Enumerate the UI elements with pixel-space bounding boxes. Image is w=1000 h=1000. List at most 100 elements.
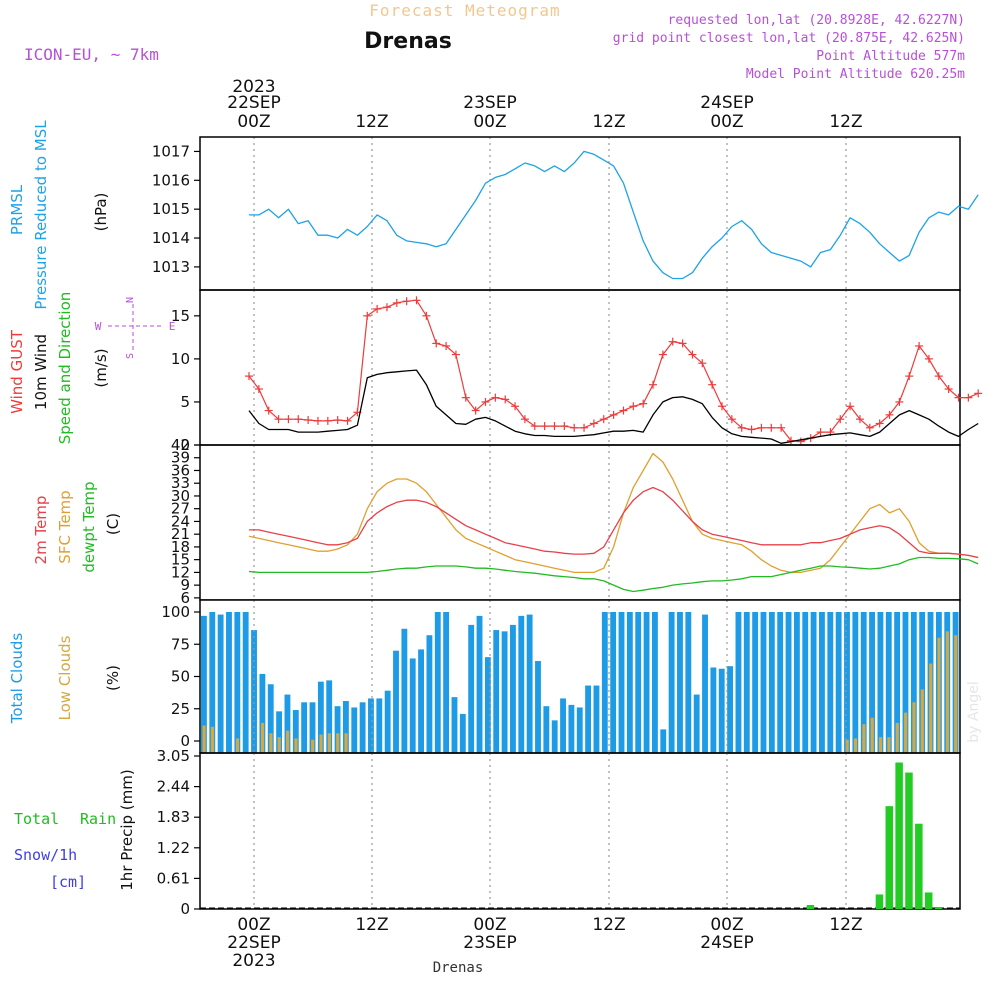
total-cloud-bar bbox=[234, 612, 241, 753]
low-cloud-bar bbox=[929, 663, 933, 753]
low-cloud-bar bbox=[853, 738, 858, 753]
total-cloud-bar bbox=[501, 631, 508, 753]
precip-label-total: Total bbox=[14, 810, 59, 828]
low-cloud-bar bbox=[260, 722, 265, 753]
precip-label-cm: [cm] bbox=[50, 873, 86, 891]
total-cloud-bar bbox=[459, 713, 466, 753]
dewpt-line bbox=[248, 556, 979, 593]
wind-label-gust: Wind GUST bbox=[8, 329, 26, 414]
top-date-1: 22SEP bbox=[227, 93, 280, 113]
low-cloud-bar bbox=[954, 635, 958, 753]
total-cloud-bar bbox=[827, 612, 834, 753]
total-cloud-bar bbox=[359, 702, 366, 753]
pressure-label-2: Pressure Reduced to MSL bbox=[32, 120, 50, 310]
total-cloud-bar bbox=[276, 711, 283, 753]
temp-ytick-label: 12 bbox=[171, 563, 190, 581]
total-cloud-bar bbox=[317, 681, 324, 753]
total-cloud-bar bbox=[777, 612, 784, 753]
total-cloud-bar bbox=[259, 673, 266, 753]
total-cloud-bar bbox=[819, 612, 825, 753]
compass-w: W bbox=[95, 320, 102, 333]
total-cloud-bar bbox=[668, 612, 675, 753]
total-cloud-bar bbox=[292, 710, 299, 753]
total-cloud-bar bbox=[735, 612, 742, 753]
total-cloud-bar bbox=[543, 706, 550, 753]
total-cloud-bar bbox=[727, 666, 734, 753]
wind-ytick-label: 15 bbox=[171, 307, 190, 325]
precip-ytick-label: 0 bbox=[180, 900, 190, 918]
top-tick-2: 12Z bbox=[355, 112, 388, 132]
bottom-date-3: 24SEP bbox=[700, 933, 753, 953]
total-cloud-bar bbox=[785, 612, 792, 753]
bottom-tick-5: 00Z bbox=[710, 915, 743, 935]
low-cloud-bar bbox=[845, 739, 849, 753]
pressure-ytick-label: 1017 bbox=[152, 142, 190, 160]
temp-ytick-label: 24 bbox=[171, 512, 190, 530]
temp-ytick-label: 39 bbox=[171, 449, 190, 467]
low-cloud-bar bbox=[277, 737, 281, 753]
low-cloud-bar bbox=[294, 738, 298, 753]
top-year: 2023 bbox=[232, 77, 275, 97]
total-cloud-bar bbox=[418, 649, 424, 753]
bottom-tick-2: 12Z bbox=[355, 915, 388, 935]
top-tick-5: 00Z bbox=[710, 112, 743, 132]
pressure-ytick-label: 1015 bbox=[152, 200, 190, 218]
temp-ytick-label: 33 bbox=[171, 474, 190, 492]
total-cloud-bar bbox=[368, 698, 374, 753]
total-cloud-bar bbox=[610, 612, 617, 753]
total-cloud-bar bbox=[476, 615, 483, 753]
low-cloud-bar bbox=[870, 717, 874, 753]
total-cloud-bar bbox=[393, 650, 399, 753]
total-cloud-bar bbox=[326, 680, 333, 753]
total-cloud-bar bbox=[660, 729, 667, 753]
bottom-tick-4: 12Z bbox=[592, 915, 625, 935]
temp-ytick-label: 27 bbox=[171, 500, 190, 518]
total-cloud-bar bbox=[810, 612, 817, 753]
rain-bar bbox=[875, 894, 884, 909]
low-cloud-bar bbox=[920, 689, 924, 753]
total-cloud-bar bbox=[526, 614, 533, 753]
top-tick-6: 12Z bbox=[829, 112, 862, 132]
total-cloud-bar bbox=[760, 612, 767, 753]
total-cloud-bar bbox=[493, 630, 500, 753]
low-cloud-bar bbox=[210, 726, 215, 753]
total-cloud-bar bbox=[451, 697, 458, 753]
bottom-date-2: 23SEP bbox=[463, 933, 516, 953]
pressure-ytick-label: 1016 bbox=[152, 171, 190, 189]
point-altitude: Point Altitude 577m bbox=[816, 49, 965, 64]
top-label: Forecast Meteogram bbox=[369, 1, 560, 20]
low-cloud-bar bbox=[904, 712, 908, 753]
temp-ytick-label: 9 bbox=[180, 576, 190, 594]
clouds-ytick-label: 100 bbox=[161, 603, 190, 621]
total-cloud-bar bbox=[877, 612, 884, 753]
wind-label-dir: Speed and Direction bbox=[56, 292, 74, 445]
total-cloud-bar bbox=[484, 657, 491, 753]
clouds-unit: (%) bbox=[104, 665, 122, 691]
compass-rose: N W E S bbox=[95, 297, 176, 359]
pressure-unit: (hPa) bbox=[92, 193, 110, 232]
total-cloud-bar bbox=[869, 612, 875, 753]
model-altitude: Model Point Altitude 620.25m bbox=[746, 67, 965, 82]
total-cloud-bar bbox=[710, 667, 717, 753]
pressure-line bbox=[249, 150, 979, 280]
total-cloud-bar bbox=[568, 704, 575, 753]
grid-point-coords: grid point closest lon,lat (20.875E, 42.… bbox=[613, 31, 965, 46]
total-cloud-bar bbox=[585, 685, 592, 753]
low-cloud-bar bbox=[235, 738, 240, 753]
total-cloud-bar bbox=[601, 612, 608, 753]
compass-s: S bbox=[125, 353, 136, 359]
total-cloud-bar bbox=[267, 684, 274, 753]
total-cloud-bar bbox=[468, 624, 475, 753]
low-cloud-bar bbox=[269, 733, 273, 753]
total-cloud-bar bbox=[768, 612, 775, 753]
low-cloud-bar bbox=[878, 737, 883, 753]
wind-ytick-label: 5 bbox=[180, 393, 190, 411]
total-cloud-bar bbox=[635, 612, 642, 753]
wind-unit: (m/s) bbox=[92, 348, 110, 387]
plot-area: 1013101410151016101705101569121518212427… bbox=[152, 136, 983, 918]
total-cloud-bar bbox=[535, 661, 541, 753]
temp-ytick-label: 21 bbox=[171, 525, 190, 543]
total-cloud-bar bbox=[910, 612, 917, 753]
requested-coords: requested lon,lat (20.8928E, 42.6227N) bbox=[668, 13, 965, 28]
total-cloud-bar bbox=[718, 668, 725, 753]
